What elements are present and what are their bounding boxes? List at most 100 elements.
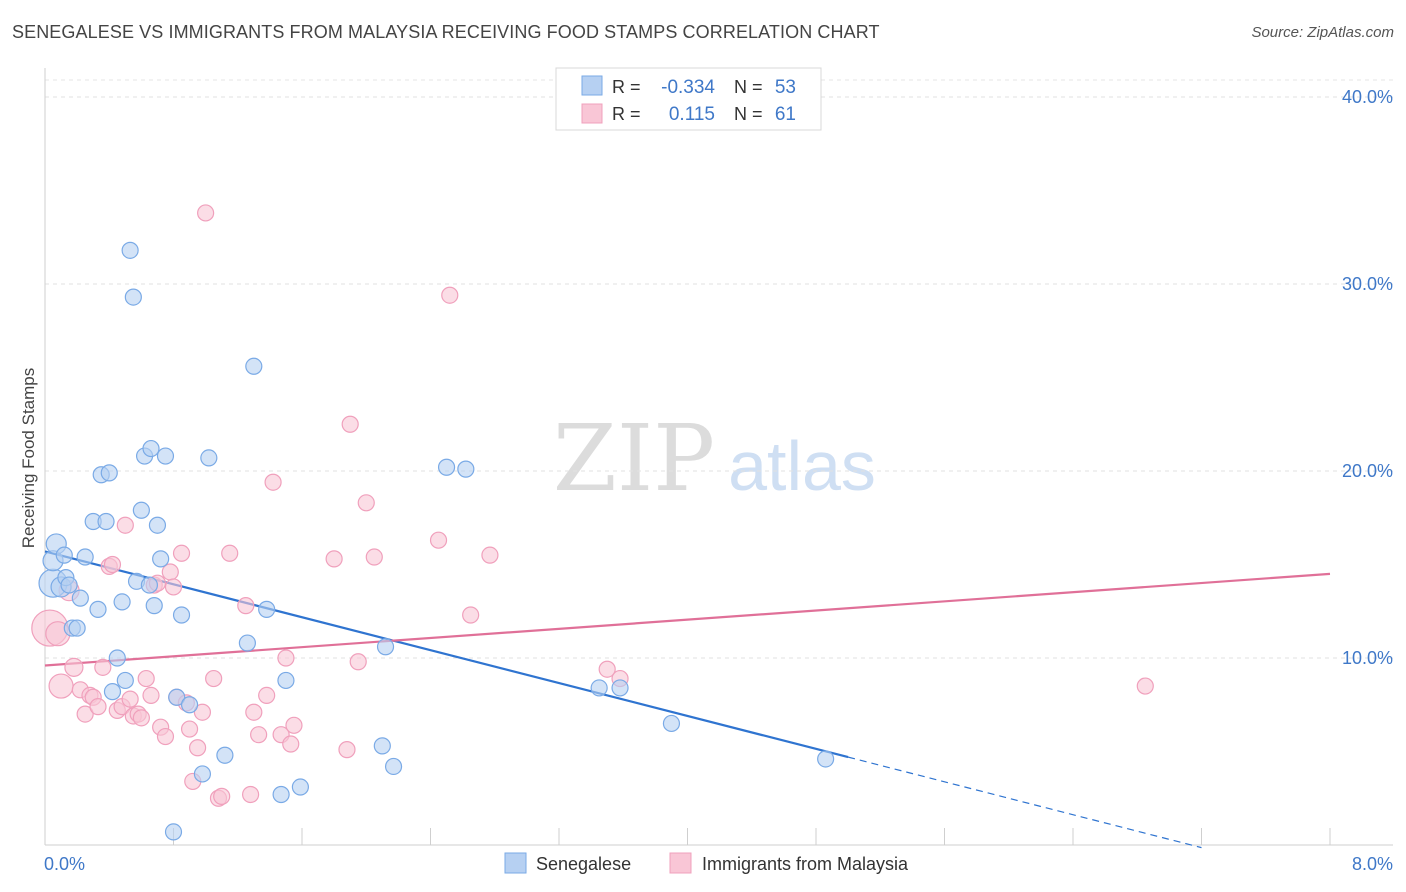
senegalese-point: [55, 546, 73, 564]
malaysia-point: [197, 204, 215, 222]
y-tick-label: 40.0%: [1342, 87, 1393, 107]
malaysia-point: [341, 415, 359, 433]
senegalese-point: [152, 550, 170, 568]
malaysia-point: [48, 673, 74, 699]
senegalese-point: [60, 576, 78, 594]
malaysia-point: [156, 727, 175, 746]
senegalese-point: [376, 638, 395, 656]
senegalese-point: [89, 600, 107, 618]
senegalese-point: [277, 671, 295, 690]
legend-n-label-2: N =: [734, 104, 763, 124]
malaysia-point: [250, 726, 268, 744]
senegalese-point: [156, 447, 175, 465]
senegalese-point: [373, 737, 391, 755]
malaysia-point: [205, 669, 223, 688]
malaysia-point: [76, 705, 94, 723]
senegalese-point: [132, 501, 150, 519]
malaysia-point: [164, 578, 183, 596]
senegalese-point: [457, 460, 475, 478]
senegalese-point: [200, 449, 218, 467]
y-axis-label: Receiving Food Stamps: [19, 368, 38, 548]
senegalese-point: [245, 357, 263, 375]
malaysia-point: [237, 597, 255, 615]
legend-n-value-1: 53: [775, 77, 796, 98]
y-tick-label: 20.0%: [1342, 461, 1393, 481]
senegalese-point: [817, 750, 835, 768]
senegalese-point: [238, 634, 256, 652]
series-legend: Senegalese Immigrants from Malaysia: [504, 852, 909, 874]
senegalese-point: [121, 241, 139, 259]
bottom-legend-swatch-malaysia: [669, 852, 692, 874]
senegalese-point: [193, 765, 212, 783]
legend-n-value-2: 61: [775, 104, 796, 125]
malaysia-trend-line: [44, 572, 1331, 667]
senegalese-point: [145, 597, 163, 615]
malaysia-point: [94, 658, 112, 676]
malaysia-point: [116, 516, 134, 534]
malaysia-point: [429, 531, 448, 549]
senegalese-point: [140, 576, 159, 594]
senegalese-point: [172, 606, 191, 624]
senegalese-trend-extension: [847, 756, 1202, 849]
malaysia-point: [188, 739, 207, 757]
senegalese-point: [108, 649, 126, 667]
senegalese-point: [272, 785, 290, 804]
senegalese-point: [113, 593, 131, 611]
malaysia-point: [245, 703, 263, 721]
malaysia-point: [193, 703, 212, 721]
grid: 10.0% 20.0% 30.0% 40.0%: [45, 79, 1393, 668]
malaysia-point: [172, 544, 191, 562]
senegalese-point: [258, 600, 276, 618]
senegalese-point: [168, 688, 186, 706]
malaysia-point: [132, 709, 150, 727]
senegalese-point: [124, 288, 142, 306]
senegalese-point: [437, 458, 456, 476]
malaysia-point: [282, 735, 300, 753]
senegalese-point: [76, 548, 94, 566]
senegalese-point: [164, 823, 183, 841]
malaysia-point: [1136, 677, 1154, 695]
malaysia-point: [441, 286, 459, 304]
malaysia-point: [121, 690, 139, 708]
malaysia-point: [357, 494, 375, 512]
malaysia-point: [365, 548, 383, 566]
malaysia-point: [180, 720, 199, 738]
malaysia-point: [221, 544, 239, 562]
watermark-zip: ZIP: [553, 405, 715, 512]
series-senegalese-points: [38, 241, 835, 841]
legend-r-value-2: 0.115: [669, 104, 715, 125]
senegalese-point: [100, 464, 118, 482]
x-tick-label-min: 0.0%: [44, 854, 85, 874]
senegalese-point: [97, 512, 115, 531]
senegalese-point: [142, 439, 160, 458]
senegalese-point: [611, 679, 629, 697]
malaysia-point: [89, 698, 107, 716]
senegalese-point: [384, 757, 403, 776]
legend-swatch-malaysia: [581, 103, 603, 124]
malaysia-point: [462, 606, 480, 624]
chart-title: SENEGALESE VS IMMIGRANTS FROM MALAYSIA R…: [12, 22, 880, 42]
malaysia-point: [264, 473, 282, 491]
malaysia-point: [242, 785, 260, 804]
legend-r-label-1: R =: [612, 77, 641, 97]
x-tick-label-max: 8.0%: [1352, 854, 1393, 874]
malaysia-point: [349, 653, 367, 671]
axes: 0.0% 8.0%: [44, 68, 1393, 874]
source-label: Source: ZipAtlas.com: [1251, 24, 1394, 41]
bottom-legend-label-senegalese: Senegalese: [536, 854, 631, 874]
senegalese-point: [71, 589, 89, 607]
malaysia-point: [258, 686, 276, 705]
senegalese-point: [662, 714, 681, 733]
senegalese-point: [103, 683, 122, 701]
malaysia-point: [285, 716, 303, 734]
legend-r-label-2: R =: [612, 104, 641, 124]
malaysia-point: [481, 546, 499, 564]
legend-n-label-1: N =: [734, 77, 763, 97]
senegalese-point: [291, 778, 309, 796]
senegalese-point: [148, 516, 167, 534]
correlation-legend: R = -0.334 N = 53 R = 0.115 N = 61: [555, 67, 822, 131]
malaysia-point: [213, 787, 231, 805]
bottom-legend-label-malaysia: Immigrants from Malaysia: [702, 854, 909, 874]
senegalese-point: [68, 619, 86, 637]
watermark-atlas: atlas: [728, 427, 876, 505]
